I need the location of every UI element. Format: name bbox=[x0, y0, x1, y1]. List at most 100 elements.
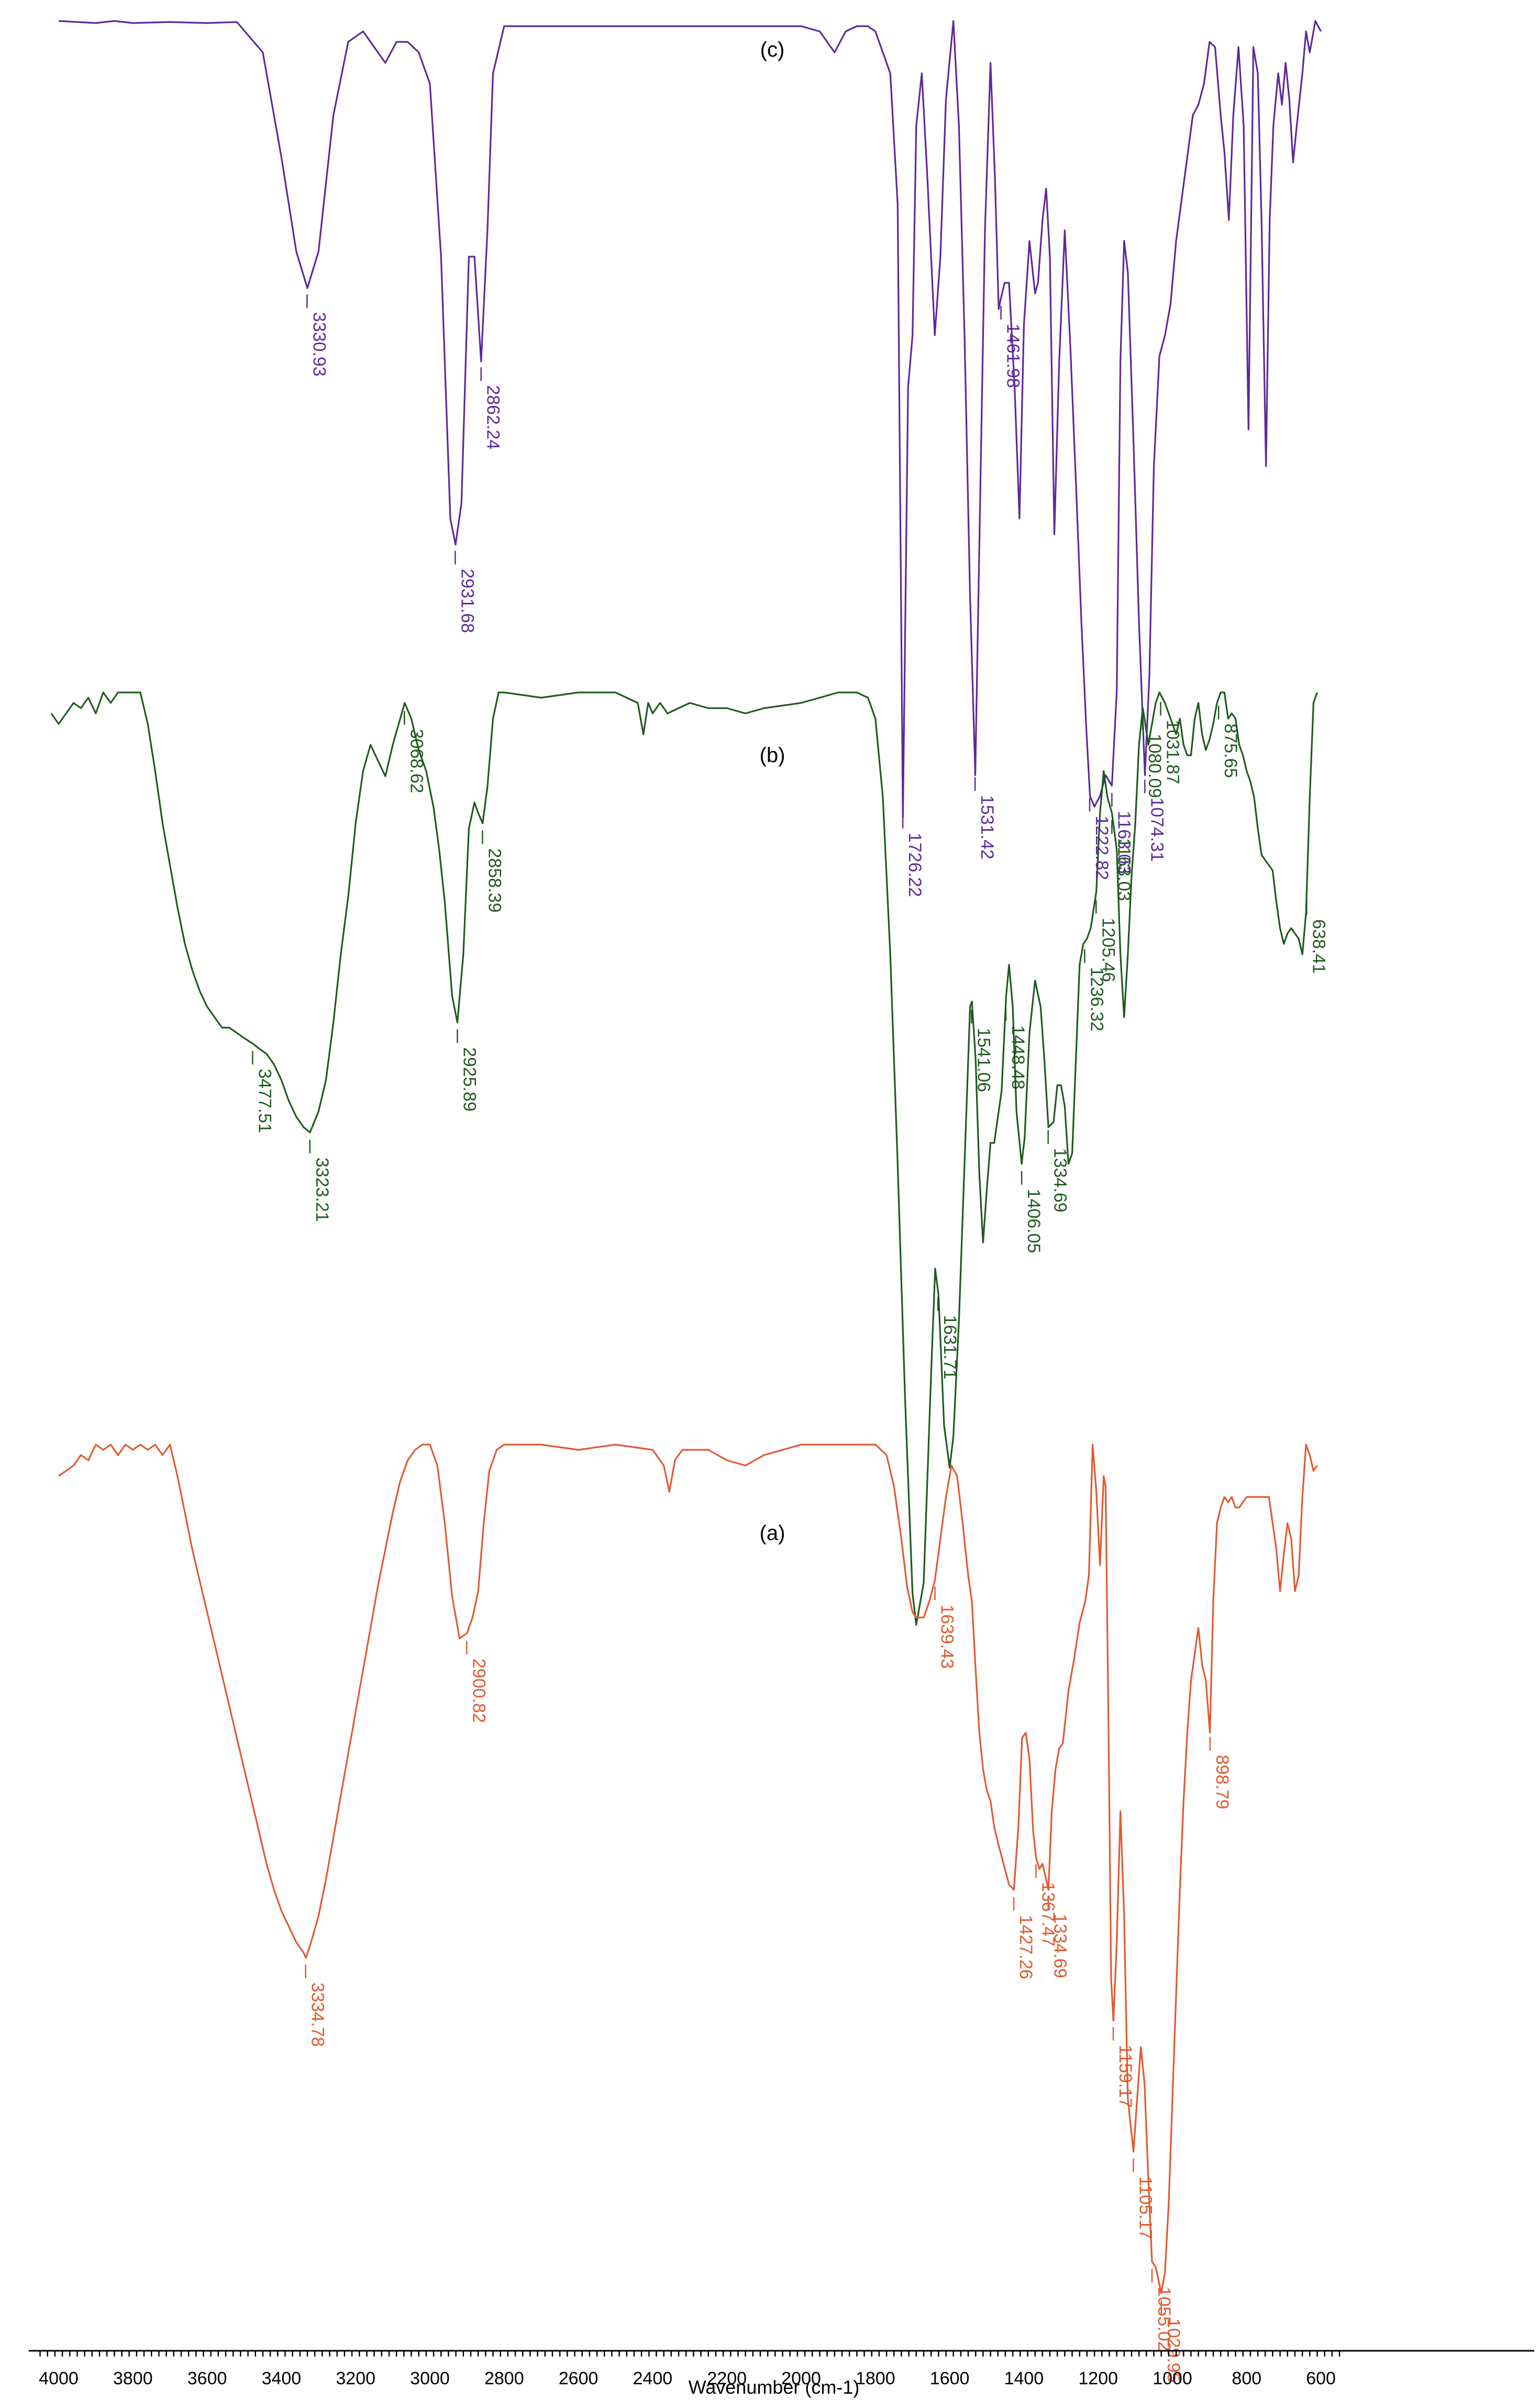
peak-label-text: 3334.78 bbox=[308, 1983, 328, 2047]
peak-label-text: 1427.26 bbox=[1016, 1915, 1036, 1979]
peak-label-text: 1334.69 bbox=[1050, 1914, 1070, 1978]
peak-label: 2858.39 bbox=[482, 830, 504, 912]
peak-label-text: 1031.87 bbox=[1162, 720, 1182, 784]
x-tick-label: 1000 bbox=[1153, 2369, 1192, 2388]
peak-label: 1448.48 bbox=[1005, 1007, 1028, 1089]
peak-label: 1406.05 bbox=[1021, 1171, 1044, 1253]
peak-label-text: 1074.31 bbox=[1147, 797, 1167, 862]
spectrum-line-2 bbox=[58, 1444, 1318, 2294]
peak-label-text: 2931.68 bbox=[457, 569, 477, 633]
x-axis: 4000 3800 3600 3400 3200 3000 2800 2600 2400 2200… bbox=[29, 2350, 1534, 2398]
x-tick-label: 2600 bbox=[559, 2369, 599, 2388]
spectrum-line-1 bbox=[50, 691, 1319, 1626]
peak-label-text: 2862.24 bbox=[483, 385, 503, 449]
peak-label: 1074.31 bbox=[1144, 779, 1167, 862]
peak-label-text: 3323.21 bbox=[312, 1158, 332, 1222]
peak-label-text: 2858.39 bbox=[484, 848, 504, 912]
peak-label: 2931.68 bbox=[455, 551, 477, 633]
peak-label: 875.65 bbox=[1217, 706, 1240, 778]
peak-label: 3068.62 bbox=[404, 711, 426, 794]
peak-labels: 3330.93 2931.68 2862.24 1726.22 1531.42 1461.… bbox=[252, 294, 1328, 2383]
peak-label: 3323.21 bbox=[309, 1139, 332, 1222]
peak-label-text: 1205.46 bbox=[1098, 918, 1118, 982]
peak-label-text: 898.79 bbox=[1212, 1755, 1232, 1809]
peak-label: 3334.78 bbox=[305, 1964, 328, 2047]
peak-label: 1236.32 bbox=[1084, 949, 1106, 1031]
x-tick-label: 1200 bbox=[1078, 2369, 1118, 2388]
x-tick-label: 600 bbox=[1306, 2369, 1336, 2388]
peak-label-text: 638.41 bbox=[1309, 919, 1328, 974]
x-tick-label: 3000 bbox=[410, 2369, 450, 2388]
peak-label-text: 1222.82 bbox=[1092, 816, 1112, 880]
x-axis-ticks: 4000 3800 3600 3400 3200 3000 2800 2600 2400 2200… bbox=[39, 2351, 1340, 2388]
x-tick-label: 2000 bbox=[781, 2369, 821, 2388]
peak-label-text: 1367.47 bbox=[1038, 1882, 1058, 1946]
peak-label: 1163.03 bbox=[1111, 793, 1134, 874]
spectra-layer bbox=[50, 20, 1322, 2294]
x-tick-label: 2800 bbox=[484, 2369, 524, 2388]
peak-label: 1427.26 bbox=[1013, 1897, 1036, 1979]
peak-label-text: 1541.06 bbox=[973, 1028, 993, 1092]
peak-label: 638.41 bbox=[1306, 901, 1328, 974]
peak-label: 1334.69 bbox=[1047, 1130, 1070, 1213]
series-label: (b) bbox=[760, 744, 785, 767]
peak-label: 1205.46 bbox=[1095, 900, 1118, 982]
peak-label-text: 875.65 bbox=[1221, 723, 1240, 778]
peak-label-text: 1726.22 bbox=[905, 833, 925, 897]
peak-label: 1159.17 bbox=[1112, 2027, 1135, 2108]
peak-label-text: 1105.17 bbox=[1135, 2176, 1155, 2239]
x-tick-label: 2400 bbox=[633, 2369, 673, 2388]
peak-label: 2925.89 bbox=[457, 1029, 480, 1111]
peak-label: 1461.98 bbox=[1000, 305, 1023, 388]
peak-label: 1163.03 bbox=[1111, 820, 1134, 901]
peak-label: 1367.47 bbox=[1035, 1864, 1058, 1946]
series-labels: (c) (b) (a) bbox=[760, 38, 785, 1545]
peak-label-text: 1631.71 bbox=[940, 1315, 960, 1380]
peak-label-text: 1080.09 bbox=[1145, 734, 1165, 798]
peak-label: 1541.06 bbox=[971, 1010, 993, 1092]
peak-label: 3330.93 bbox=[306, 294, 329, 377]
peak-label-text: 3330.93 bbox=[309, 312, 329, 377]
peak-label: 1105.17 bbox=[1133, 2158, 1155, 2239]
x-tick-label: 4000 bbox=[39, 2369, 79, 2388]
spectrum-line-0 bbox=[58, 20, 1322, 818]
peak-label-text: 1159.17 bbox=[1115, 2045, 1135, 2108]
peak-label-text: 3068.62 bbox=[406, 729, 426, 794]
x-axis-title: Wavenumber (cm-1) bbox=[689, 2376, 860, 2398]
x-tick-label: 1400 bbox=[1004, 2369, 1044, 2388]
peak-label: 2900.82 bbox=[466, 1641, 489, 1723]
peak-label-text: 1163.03 bbox=[1114, 811, 1134, 874]
x-tick-label: 1800 bbox=[856, 2369, 895, 2388]
peak-label: 1531.42 bbox=[974, 777, 997, 860]
peak-label-text: 1639.43 bbox=[937, 1604, 957, 1669]
peak-label-text: 3477.51 bbox=[254, 1069, 274, 1133]
peak-label-text: 1531.42 bbox=[977, 795, 997, 860]
peak-label: 3477.51 bbox=[252, 1051, 274, 1133]
peak-label: 2862.24 bbox=[480, 367, 503, 449]
peak-label-text: 1461.98 bbox=[1003, 324, 1023, 388]
peak-label-text: 1236.32 bbox=[1087, 967, 1106, 1031]
x-tick-label: 3400 bbox=[262, 2369, 302, 2388]
peak-label: 1222.82 bbox=[1089, 798, 1112, 880]
x-tick-label: 800 bbox=[1232, 2369, 1261, 2388]
peak-label: 1639.43 bbox=[934, 1587, 957, 1669]
peak-label-text: 1406.05 bbox=[1024, 1189, 1044, 1253]
x-tick-label: 3800 bbox=[113, 2369, 153, 2388]
peak-label-text: 2925.89 bbox=[460, 1047, 480, 1111]
x-tick-label: 2200 bbox=[707, 2369, 747, 2388]
peak-label: 1031.87 bbox=[1160, 702, 1182, 784]
series-label: (a) bbox=[760, 1522, 785, 1545]
series-label: (c) bbox=[760, 38, 785, 61]
peak-label-text: 1334.69 bbox=[1050, 1148, 1070, 1213]
peak-label: 1631.71 bbox=[937, 1297, 960, 1380]
peak-label: 898.79 bbox=[1209, 1737, 1232, 1809]
x-tick-label: 3200 bbox=[336, 2369, 375, 2388]
peak-label: 1080.09 bbox=[1142, 715, 1165, 798]
peak-label: 1726.22 bbox=[902, 814, 925, 897]
peak-label-text: 1055.02 bbox=[1154, 2287, 1174, 2351]
peak-label-text: 1163.03 bbox=[1114, 838, 1134, 901]
peak-label: 1334.69 bbox=[1047, 1896, 1070, 1978]
peak-label: 1055.02 bbox=[1151, 2269, 1174, 2351]
x-tick-label: 3600 bbox=[187, 2369, 227, 2388]
